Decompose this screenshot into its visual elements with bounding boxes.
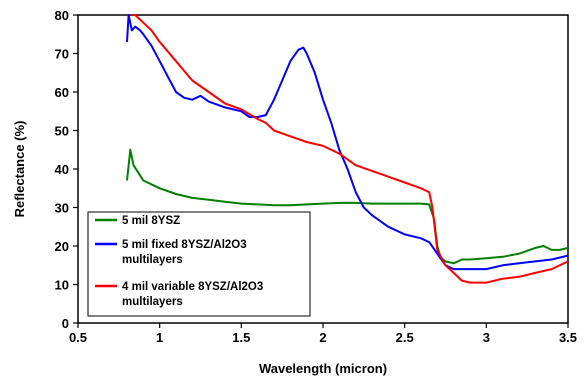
y-tick-label: 40 — [55, 162, 69, 177]
y-tick-label: 0 — [62, 316, 69, 331]
legend-label-1: 5 mil fixed 8YSZ/Al2O3 multilayers — [122, 239, 247, 266]
series-lines — [126, 14, 569, 284]
x-tick-label: 1 — [156, 330, 163, 345]
x-tick-label: 1.5 — [232, 330, 250, 345]
y-axis: 0 10 20 30 40 50 60 70 80 — [55, 8, 78, 331]
legend: 5 mil 8YSZ 5 mil fixed 8YSZ/Al2O3 multila… — [87, 211, 311, 317]
y-tick-label: 80 — [55, 8, 69, 23]
legend-label-2: 4 mil variable 8YSZ/Al2O3 multilayers — [122, 281, 263, 308]
y-tick-label: 50 — [55, 124, 69, 139]
y-tick-label: 20 — [55, 239, 69, 254]
x-tick-label: 3.5 — [559, 330, 577, 345]
x-tick-label: 3 — [483, 330, 490, 345]
y-tick-label: 60 — [55, 85, 69, 100]
legend-box — [87, 211, 311, 317]
y-tick-label: 70 — [55, 47, 69, 62]
y-tick-label: 30 — [55, 201, 69, 216]
x-tick-label: 2 — [319, 330, 326, 345]
series-line-2 — [131, 14, 569, 284]
y-axis-label: Reflectance (%) — [12, 121, 27, 218]
legend-label-0: 5 mil 8YSZ — [122, 215, 180, 227]
x-tick-label: 0.5 — [69, 330, 87, 345]
series-line-0 — [126, 148, 569, 265]
x-tick-label: 2.5 — [396, 330, 414, 345]
x-axis: 0.5 1 1.5 2 2.5 3 3.5 — [69, 323, 577, 345]
x-axis-label: Wavelength (micron) — [259, 361, 387, 376]
y-tick-label: 10 — [55, 278, 69, 293]
